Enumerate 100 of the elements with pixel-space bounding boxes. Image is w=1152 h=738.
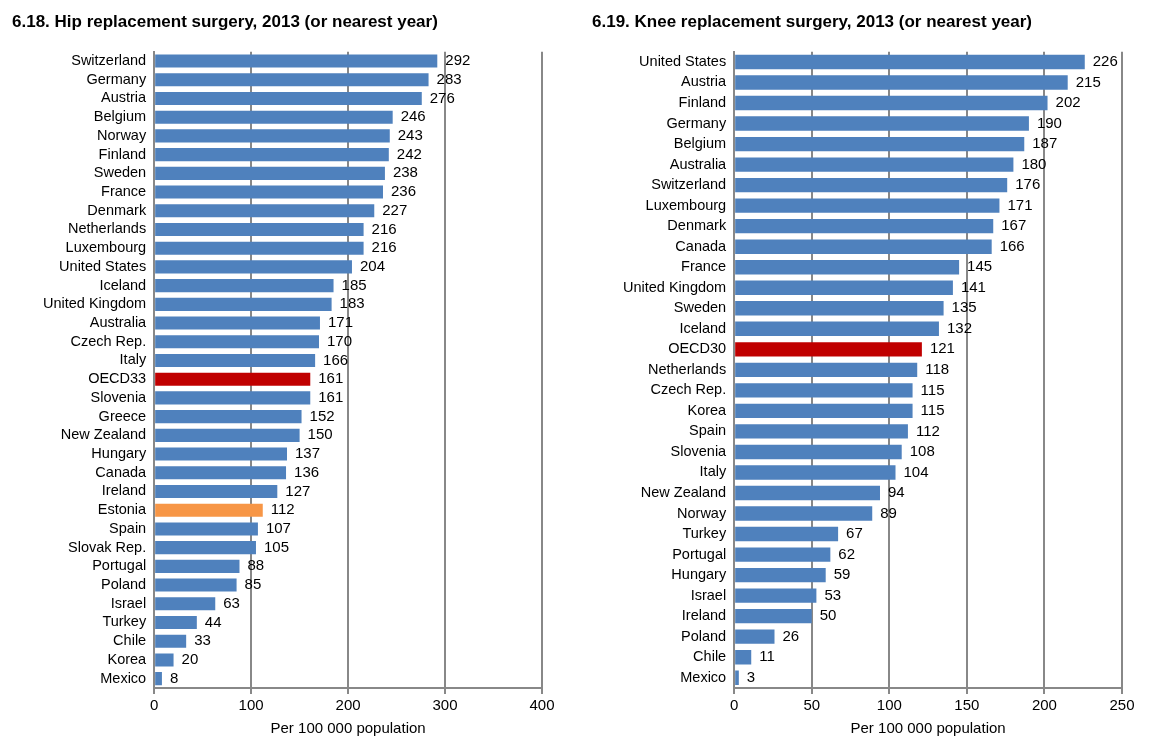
bar [155, 241, 364, 255]
bar [155, 615, 197, 630]
y-tick-label: Denmark [87, 201, 147, 218]
data-label: 33 [194, 631, 211, 649]
y-tick-label: Luxembourg [645, 196, 727, 213]
data-label: 243 [397, 126, 423, 144]
bar [735, 54, 1085, 70]
y-tick-label: Netherlands [67, 220, 147, 237]
y-tick-label: Israel [690, 586, 727, 603]
data-label: 105 [263, 537, 290, 555]
bar [155, 597, 216, 611]
bar [735, 567, 826, 583]
bar [735, 280, 953, 295]
bar [155, 466, 287, 480]
y-tick-label: Canada [95, 463, 148, 480]
y-tick-label: Sweden [93, 164, 147, 181]
y-tick-label: United Kingdom [43, 295, 147, 312]
y-tick-label: Israel [110, 594, 147, 611]
y-tick-label: New Zealand [60, 426, 147, 443]
chart-title: 6.19. Knee replacement surgery, 2013 (or nearest year) [592, 12, 1033, 32]
data-label: 202 [1055, 93, 1081, 111]
y-tick-label: Belgium [93, 108, 147, 125]
bar [735, 116, 1029, 131]
bar [155, 522, 258, 536]
y-tick-label: Mexico [100, 669, 147, 686]
data-label: 8 [169, 668, 179, 686]
data-label: 185 [341, 275, 367, 293]
bar [155, 353, 316, 368]
bar [155, 391, 311, 405]
y-tick-label: Finland [678, 94, 727, 111]
y-tick-label: Ireland [101, 482, 147, 499]
data-label: 137 [295, 444, 321, 462]
bar [155, 185, 383, 199]
bar [735, 608, 812, 624]
bar [735, 157, 1014, 172]
y-tick-label: United Kingdom [623, 278, 727, 295]
bar [155, 335, 319, 349]
x-tick-label: 300 [432, 696, 458, 714]
x-tick-label: 0 [150, 696, 159, 714]
y-tick-label: Sweden [673, 299, 727, 316]
x-tick-label: 50 [803, 696, 821, 714]
data-label: 107 [265, 519, 291, 537]
y-tick-label: Korea [107, 650, 148, 667]
data-label: 242 [396, 144, 422, 162]
data-label: 112 [915, 421, 940, 439]
y-tick-label: Luxembourg [65, 239, 147, 256]
data-label: 50 [819, 606, 837, 624]
y-tick-label: Poland [101, 576, 147, 593]
data-label: 171 [327, 313, 353, 331]
y-tick-label: Estonia [97, 501, 148, 518]
data-label: 11 [759, 647, 775, 665]
y-tick-label: Chile [113, 632, 147, 649]
data-label: 176 [1015, 175, 1041, 193]
bar [735, 424, 908, 439]
bar [735, 383, 913, 398]
bar [735, 342, 922, 357]
y-tick-label: Korea [687, 401, 728, 418]
bar [735, 650, 752, 665]
bar [155, 316, 320, 330]
data-label: 216 [371, 238, 397, 256]
data-label: 127 [285, 481, 311, 499]
x-tick-label: 150 [954, 696, 980, 714]
bar [155, 372, 311, 386]
bar [155, 110, 393, 124]
y-tick-label: Iceland [99, 276, 147, 293]
bar [735, 670, 739, 685]
data-label: 141 [960, 277, 986, 295]
bar [735, 588, 817, 603]
bar [735, 547, 831, 562]
bar [155, 559, 240, 573]
data-label: 67 [846, 524, 863, 542]
data-label: 85 [244, 575, 262, 593]
bar [735, 239, 992, 254]
bar [155, 447, 287, 461]
x-tick-label: 200 [335, 696, 361, 714]
y-tick-label: Australia [89, 314, 148, 331]
y-tick-label: New Zealand [640, 484, 727, 500]
y-tick-label: France [101, 183, 147, 200]
y-tick-label: Iceland [679, 319, 727, 336]
y-tick-label: France [681, 258, 727, 275]
y-tick-label: United States [639, 52, 727, 69]
y-tick-label: Ireland [681, 607, 727, 624]
data-label: 236 [390, 182, 417, 200]
data-label: 53 [824, 585, 842, 603]
y-tick-label: Chile [693, 648, 727, 665]
x-tick-label: 400 [529, 696, 555, 714]
data-label: 121 [929, 339, 955, 357]
data-label: 44 [204, 612, 222, 630]
y-tick-label: Turkey [102, 613, 147, 630]
data-label: 145 [967, 257, 993, 275]
data-label: 238 [392, 163, 418, 181]
y-tick-label: Slovak Rep. [67, 538, 147, 555]
bar [735, 198, 1000, 213]
y-tick-label: Italy [119, 351, 147, 368]
y-tick-label: Norway [677, 504, 727, 521]
bar [155, 410, 302, 424]
data-label: 215 [1075, 72, 1101, 90]
y-tick-label: Mexico [680, 668, 727, 685]
bar [735, 444, 902, 460]
x-tick-label: 200 [1031, 696, 1057, 714]
